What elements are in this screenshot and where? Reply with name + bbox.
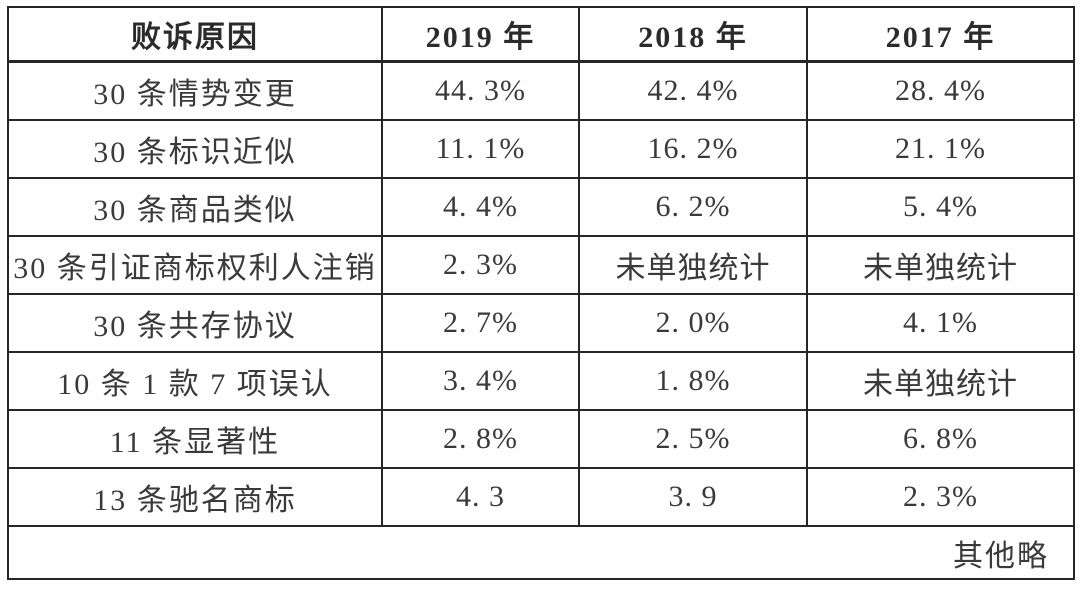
value-cell: 4. 3 [381, 467, 580, 527]
table-header-row: 败诉原因 2019 年 2018 年 2017 年 [7, 6, 1075, 63]
value-cell: 44. 3% [381, 60, 580, 121]
value-cell: 2. 5% [578, 409, 808, 469]
value-cell: 未单独统计 [806, 235, 1075, 295]
value-cell: 2. 3% [381, 235, 580, 295]
table-row: 13 条驰名商标 4. 3 3. 9 2. 3% [7, 467, 1075, 527]
row-label-cell: 13 条驰名商标 [7, 467, 383, 527]
table-row: 30 条引证商标权利人注销 2. 3% 未单独统计 未单独统计 [7, 235, 1075, 295]
footer-note-cell: 其他略 [7, 525, 1075, 580]
value-cell: 未单独统计 [578, 235, 808, 295]
value-cell: 2. 3% [806, 467, 1075, 527]
value-cell: 3. 4% [381, 351, 580, 411]
value-cell: 11. 1% [381, 119, 580, 179]
value-cell: 4. 1% [806, 293, 1075, 353]
value-cell: 6. 8% [806, 409, 1075, 469]
row-label-cell: 11 条显著性 [7, 409, 383, 469]
row-label-cell: 10 条 1 款 7 项误认 [7, 351, 383, 411]
table-footer-row: 其他略 [7, 525, 1075, 580]
row-label-cell: 30 条标识近似 [7, 119, 383, 179]
value-cell: 4. 4% [381, 177, 580, 237]
table-row: 10 条 1 款 7 项误认 3. 4% 1. 8% 未单独统计 [7, 351, 1075, 411]
row-label-cell: 30 条商品类似 [7, 177, 383, 237]
header-cell-2019: 2019 年 [381, 6, 580, 63]
row-label-cell: 30 条情势变更 [7, 60, 383, 121]
value-cell: 5. 4% [806, 177, 1075, 237]
losing-reason-statistics-table: 败诉原因 2019 年 2018 年 2017 年 30 条情势变更 44. 3%… [7, 6, 1075, 580]
value-cell: 6. 2% [578, 177, 808, 237]
row-label-cell: 30 条共存协议 [7, 293, 383, 353]
header-cell-2017: 2017 年 [806, 6, 1075, 63]
value-cell: 21. 1% [806, 119, 1075, 179]
table-row: 30 条商品类似 4. 4% 6. 2% 5. 4% [7, 177, 1075, 237]
value-cell: 3. 9 [578, 467, 808, 527]
value-cell: 1. 8% [578, 351, 808, 411]
value-cell: 28. 4% [806, 60, 1075, 121]
value-cell: 2. 8% [381, 409, 580, 469]
value-cell: 未单独统计 [806, 351, 1075, 411]
table-row: 30 条共存协议 2. 7% 2. 0% 4. 1% [7, 293, 1075, 353]
table-row: 30 条情势变更 44. 3% 42. 4% 28. 4% [7, 60, 1075, 121]
value-cell: 2. 0% [578, 293, 808, 353]
table-row: 30 条标识近似 11. 1% 16. 2% 21. 1% [7, 119, 1075, 179]
value-cell: 2. 7% [381, 293, 580, 353]
value-cell: 16. 2% [578, 119, 808, 179]
table-row: 11 条显著性 2. 8% 2. 5% 6. 8% [7, 409, 1075, 469]
header-cell-reason: 败诉原因 [7, 6, 383, 63]
table-body: 30 条情势变更 44. 3% 42. 4% 28. 4% 30 条标识近似 11. 1%… [7, 60, 1075, 527]
header-cell-2018: 2018 年 [578, 6, 808, 63]
value-cell: 42. 4% [578, 60, 808, 121]
row-label-cell: 30 条引证商标权利人注销 [7, 235, 383, 295]
